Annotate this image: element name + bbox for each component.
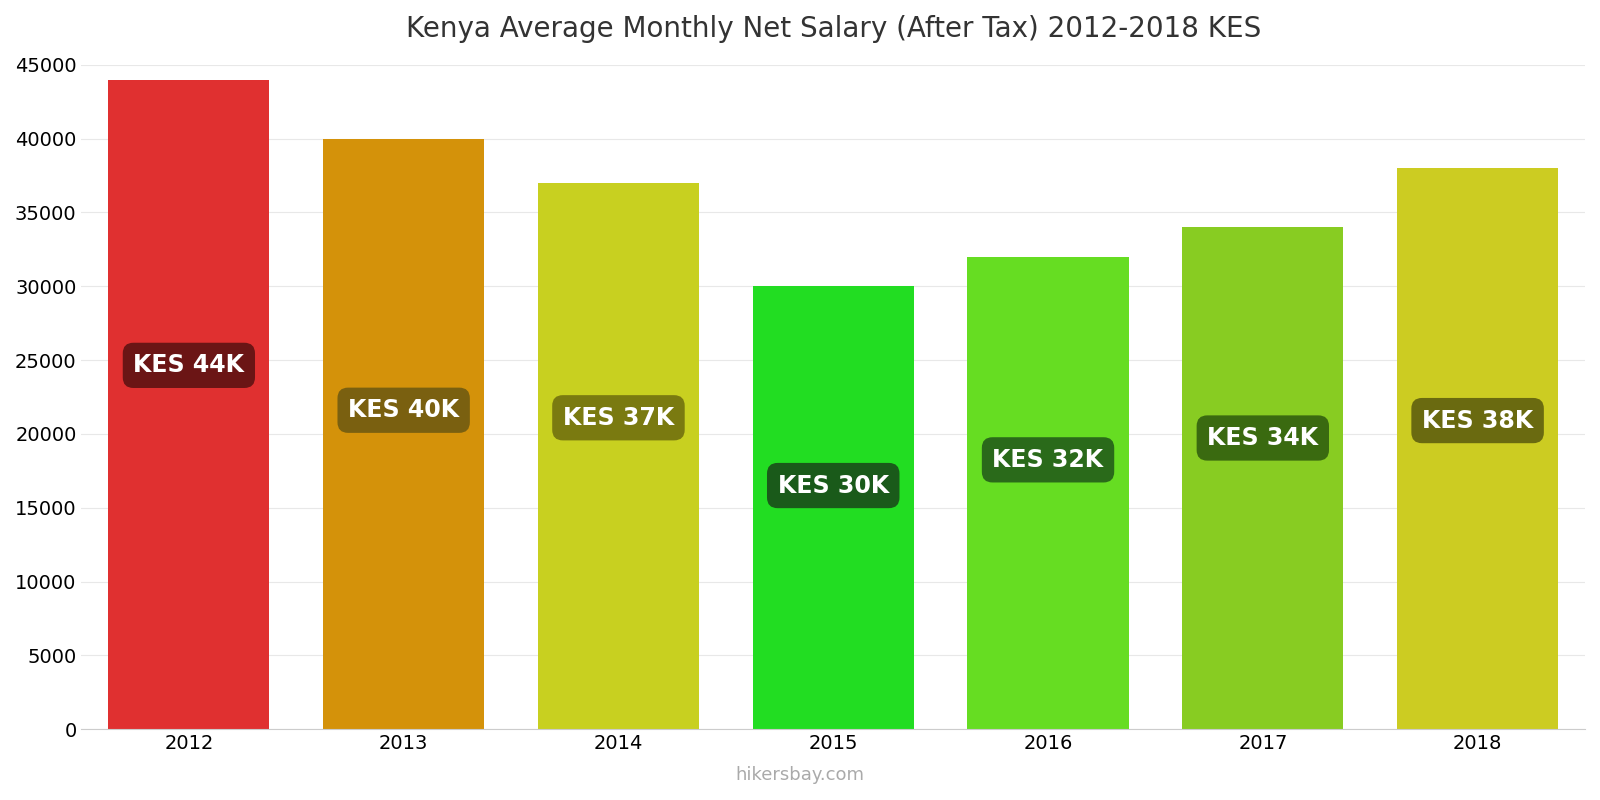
Text: KES 34K: KES 34K [1208, 426, 1318, 450]
Text: KES 44K: KES 44K [133, 354, 245, 378]
Text: KES 38K: KES 38K [1422, 409, 1533, 433]
Bar [1397, 168, 1558, 729]
Text: KES 40K: KES 40K [349, 398, 459, 422]
Text: hikersbay.com: hikersbay.com [736, 766, 864, 784]
Bar [538, 183, 699, 729]
Bar [1182, 227, 1344, 729]
Text: KES 37K: KES 37K [563, 406, 674, 430]
Title: Kenya Average Monthly Net Salary (After Tax) 2012-2018 KES: Kenya Average Monthly Net Salary (After … [406, 15, 1261, 43]
Text: KES 30K: KES 30K [778, 474, 890, 498]
Bar [109, 79, 269, 729]
Bar [323, 138, 485, 729]
Bar [752, 286, 914, 729]
Bar [968, 257, 1128, 729]
Text: KES 32K: KES 32K [992, 448, 1104, 472]
